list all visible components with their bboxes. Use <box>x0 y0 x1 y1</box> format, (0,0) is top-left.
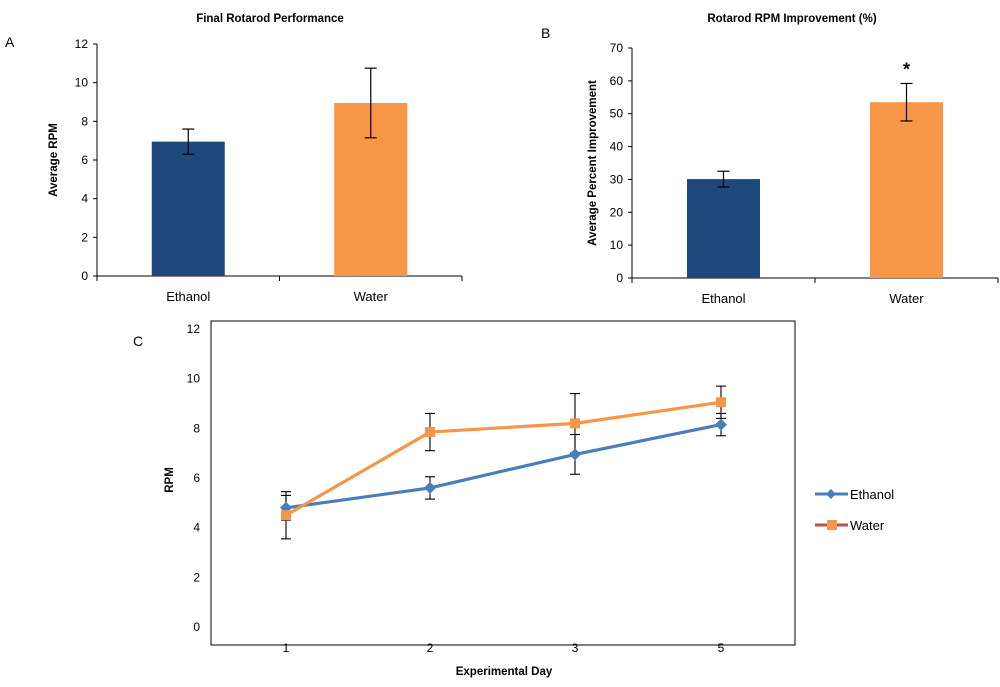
category-label-ethanol: Ethanol <box>166 289 210 304</box>
y-tick-label: 12 <box>187 322 201 336</box>
y-tick-label: 2 <box>193 570 200 584</box>
x-tick-label: 2 <box>427 641 434 655</box>
point-water <box>716 397 726 408</box>
panel-label-b: B <box>541 25 550 41</box>
point-water <box>425 427 435 438</box>
panel-label-c: C <box>133 333 143 349</box>
legend-marker-ethanol <box>826 489 836 499</box>
bar-ethanol <box>687 179 760 278</box>
series-line-ethanol <box>285 423 722 510</box>
chart-c-plot-border <box>210 320 796 646</box>
chart-a-ylabel: Average RPM <box>48 123 60 197</box>
chart-b-title: Rotarod RPM Improvement (%) <box>707 13 876 25</box>
y-tick-label: 6 <box>81 153 88 167</box>
category-label-water: Water <box>889 291 924 306</box>
y-tick-label: 70 <box>610 41 624 55</box>
panel-label-a: A <box>5 34 15 50</box>
point-water <box>281 510 291 521</box>
y-tick-label: 0 <box>193 620 200 634</box>
series-line-water <box>285 400 722 517</box>
legend-label-water: Water <box>850 518 885 533</box>
chart-b-ylabel: Average Percent Improvement <box>587 80 599 246</box>
y-tick-label: 4 <box>193 521 200 535</box>
chart-b-plot: 0 10 20 30 40 50 60 70 Ethanol Water * <box>610 41 999 306</box>
x-tick-label: 1 <box>283 641 290 655</box>
chart-a-title: Final Rotarod Performance <box>196 13 344 25</box>
point-water <box>570 418 580 429</box>
point-ethanol <box>715 418 727 431</box>
chart-c-ylabel: RPM <box>164 467 176 493</box>
y-tick-label: 8 <box>81 114 88 128</box>
y-tick-label: 40 <box>610 140 624 154</box>
point-ethanol <box>569 448 581 461</box>
y-tick-label: 60 <box>610 74 624 88</box>
bar-ethanol <box>151 141 225 276</box>
chart-b: Rotarod RPM Improvement (%) Average Perc… <box>587 13 999 306</box>
category-label-ethanol: Ethanol <box>701 291 745 306</box>
chart-a: Final Rotarod Performance Average RPM 0 2… <box>48 13 463 304</box>
y-tick-label: 12 <box>75 37 89 51</box>
y-tick-label: 10 <box>187 372 201 386</box>
chart-c-legend: Ethanol Water <box>815 487 894 533</box>
category-label-water: Water <box>354 289 389 304</box>
legend-label-ethanol: Ethanol <box>850 487 894 502</box>
y-tick-label: 50 <box>610 107 624 121</box>
y-tick-label: 10 <box>75 76 89 90</box>
y-tick-label: 2 <box>81 230 88 244</box>
chart-a-plot: 0 2 4 6 8 10 12 Ethanol Water <box>75 37 463 304</box>
x-tick-label: 3 <box>572 641 579 655</box>
point-ethanol <box>424 481 436 494</box>
y-tick-label: 10 <box>610 238 624 252</box>
y-tick-label: 20 <box>610 205 624 219</box>
y-tick-label: 0 <box>616 271 623 285</box>
x-tick-label: 5 <box>718 641 725 655</box>
y-tick-label: 6 <box>193 471 200 485</box>
legend-marker-water <box>827 520 837 530</box>
chart-c-xlabel: Experimental Day <box>456 666 553 678</box>
y-tick-label: 8 <box>193 421 200 435</box>
y-tick-label: 0 <box>81 269 88 283</box>
bar-water <box>870 102 943 278</box>
y-tick-label: 4 <box>81 192 88 206</box>
significance-asterisk: * <box>903 59 910 79</box>
y-tick-label: 30 <box>610 172 624 186</box>
